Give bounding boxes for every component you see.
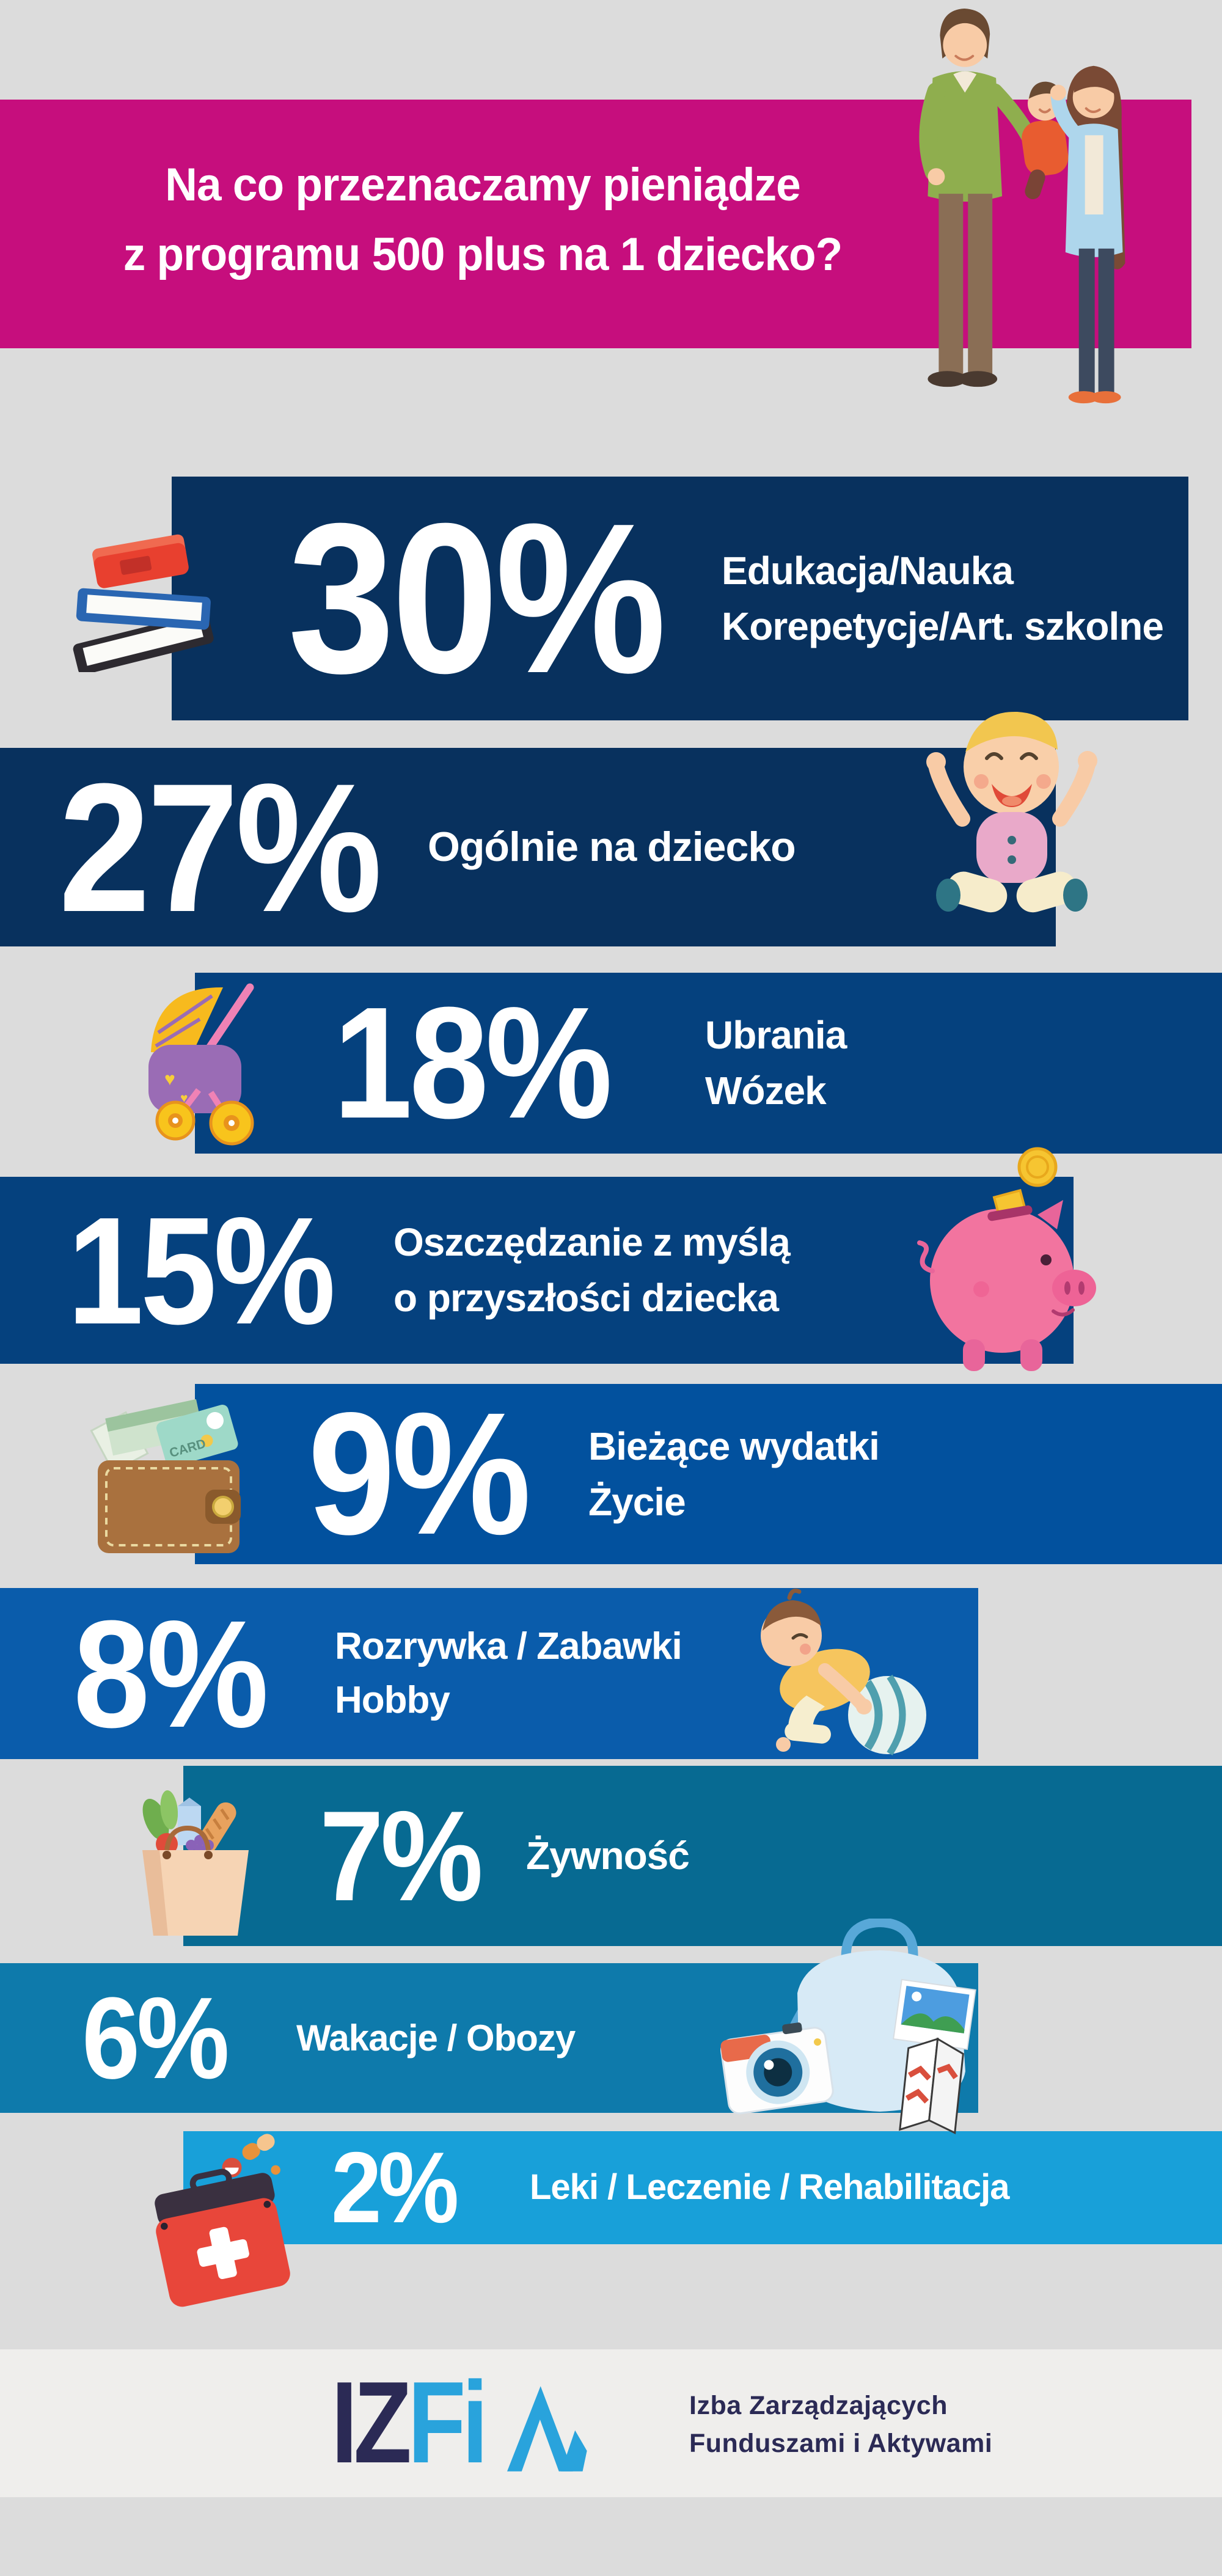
- bar-value: 8%: [73, 1588, 269, 1759]
- logo-fi: Fi: [408, 2358, 488, 2487]
- bar-label-line: Żywność: [526, 1834, 690, 1878]
- logo-iz: IZ: [331, 2358, 412, 2487]
- vacation-bag-icon: [720, 1919, 976, 2135]
- first-aid-kit-icon: [155, 2134, 290, 2307]
- izfia-logo-letters: IZFi: [331, 2365, 488, 2481]
- bar-label: Edukacja/Nauka Korepetycje/Art. szkolne: [722, 477, 1164, 720]
- bar-label-line: Oszczędzanie z myślą: [393, 1220, 791, 1265]
- org-name-line2: Funduszami i Aktywami: [689, 2429, 993, 2458]
- bar-label-line: Bieżące wydatki: [588, 1424, 880, 1468]
- bar-ogolnie: 27% Ogólnie na dziecko: [0, 744, 1056, 950]
- bar-label: Ubrania Wózek: [705, 973, 847, 1154]
- bar-value: 9%: [308, 1377, 531, 1571]
- page-title-line2: z programu 500 plus na 1 dziecko?: [123, 229, 843, 280]
- footer-band: [0, 2349, 1222, 2497]
- bar-value: 15%: [67, 1185, 336, 1356]
- bar-ubrania: 18% Ubrania Wózek: [195, 973, 1222, 1154]
- bar-value: 27%: [59, 744, 382, 950]
- bar-value: 7%: [320, 1784, 483, 1928]
- wallet-icon: CARD: [90, 1399, 241, 1553]
- bar-oszczedzanie: 15% Oszczędzanie z myślą o przyszłości d…: [0, 1177, 1074, 1364]
- bar-label-line: Ubrania: [705, 1013, 847, 1058]
- bar-value: 2%: [331, 2131, 459, 2244]
- books-icon: [73, 534, 214, 672]
- izfia-logo: IZFi: [331, 2365, 599, 2481]
- bar-label-line: Leki / Leczenie / Rehabilitacja: [530, 2167, 1010, 2208]
- bar-leki: 2% Leki / Leczenie / Rehabilitacja: [183, 2131, 1222, 2244]
- bar-edukacja: 30% Edukacja/Nauka Korepetycje/Art. szko…: [172, 477, 1188, 720]
- page-title-line1: Na co przeznaczamy pieniądze: [165, 159, 800, 211]
- org-name-line1: Izba Zarządzających: [689, 2391, 948, 2420]
- bar-label-line: o przyszłości dziecka: [393, 1276, 779, 1320]
- org-name: Izba Zarządzających Funduszami i Aktywam…: [689, 2387, 992, 2462]
- family-icon: [919, 8, 1125, 404]
- bar-label: Leki / Leczenie / Rehabilitacja: [530, 2131, 1010, 2244]
- grocery-bag-icon: [142, 1790, 249, 1936]
- bar-value: 6%: [82, 1973, 230, 2103]
- bar-label-line: Edukacja/Nauka: [722, 548, 1014, 593]
- bar-label: Ogólnie na dziecko: [428, 748, 796, 946]
- bar-label-line: Rozrywka / Zabawki: [335, 1625, 682, 1667]
- bar-label-line: Wakacje / Obozy: [296, 2017, 576, 2058]
- bar-label: Rozrywka / Zabawki Hobby: [335, 1588, 682, 1759]
- svg-text:♥: ♥: [164, 1069, 175, 1089]
- bar-label: Wakacje / Obozy: [296, 1963, 576, 2113]
- bar-label-line: Życie: [588, 1479, 686, 1524]
- bar-label-line: Ogólnie na dziecko: [428, 824, 796, 871]
- bar-label: Żywność: [526, 1766, 690, 1946]
- bar-zywnosc: 7% Żywność: [183, 1766, 1222, 1946]
- sitting-baby-icon: [926, 711, 1097, 913]
- logo-mountain-a-icon: [507, 2386, 587, 2472]
- bar-label: Bieżące wydatki Życie: [588, 1384, 880, 1564]
- page-title: Na co przeznaczamy pieniądze z programu …: [66, 150, 899, 290]
- bar-value: 18%: [333, 974, 613, 1152]
- bar-label-line: Hobby: [335, 1679, 450, 1721]
- crawling-baby-icon: [761, 1588, 926, 1756]
- bar-value: 30%: [288, 478, 667, 718]
- piggy-bank-icon: [917, 1147, 1096, 1371]
- bar-label: Oszczędzanie z myślą o przyszłości dziec…: [393, 1177, 791, 1364]
- stroller-icon: ♥ ♥: [148, 983, 254, 1146]
- bar-label-line: Wózek: [705, 1069, 827, 1113]
- bar-biezace-wydatki: 9% Bieżące wydatki Życie: [195, 1377, 1222, 1571]
- bar-label-line: Korepetycje/Art. szkolne: [722, 604, 1164, 648]
